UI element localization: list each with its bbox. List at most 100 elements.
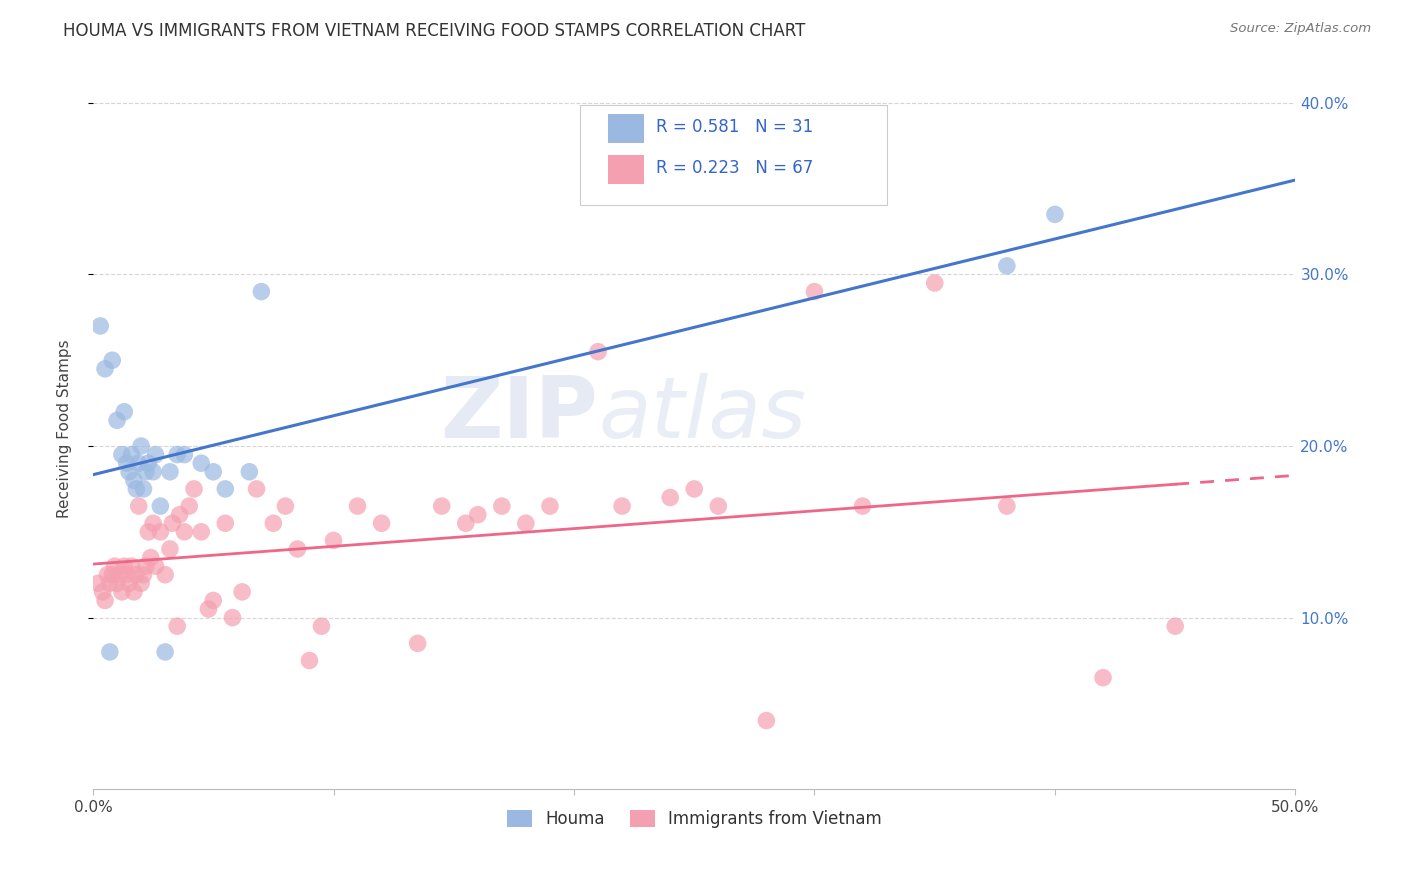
Point — [128, 456, 150, 470]
Point — [142, 465, 165, 479]
Point — [94, 593, 117, 607]
Point — [142, 516, 165, 531]
Point — [707, 499, 730, 513]
Point — [197, 602, 219, 616]
Point — [87, 576, 110, 591]
Point — [121, 448, 143, 462]
FancyBboxPatch shape — [607, 155, 644, 184]
Point — [101, 353, 124, 368]
Point — [851, 499, 873, 513]
Point — [122, 474, 145, 488]
Point — [129, 439, 152, 453]
Point — [250, 285, 273, 299]
Text: atlas: atlas — [598, 373, 806, 456]
Text: ZIP: ZIP — [440, 373, 598, 456]
Point — [112, 405, 135, 419]
Point — [214, 516, 236, 531]
Point — [91, 585, 114, 599]
Point — [430, 499, 453, 513]
Point — [159, 541, 181, 556]
Point — [112, 559, 135, 574]
Point — [454, 516, 477, 531]
Point — [515, 516, 537, 531]
Point — [159, 465, 181, 479]
Point — [202, 465, 225, 479]
FancyBboxPatch shape — [581, 104, 887, 205]
Point — [262, 516, 284, 531]
Point — [98, 576, 121, 591]
Point — [145, 559, 167, 574]
Y-axis label: Receiving Food Stamps: Receiving Food Stamps — [58, 340, 72, 518]
Point — [153, 567, 176, 582]
Point — [467, 508, 489, 522]
Point — [149, 499, 172, 513]
Point — [125, 482, 148, 496]
Point — [132, 482, 155, 496]
Point — [166, 619, 188, 633]
Point — [311, 619, 333, 633]
Legend: Houma, Immigrants from Vietnam: Houma, Immigrants from Vietnam — [501, 804, 889, 835]
Point — [683, 482, 706, 496]
Point — [287, 541, 309, 556]
Point — [94, 361, 117, 376]
Point — [104, 559, 127, 574]
Point — [610, 499, 633, 513]
Point — [169, 508, 191, 522]
Point — [89, 318, 111, 333]
Point — [105, 413, 128, 427]
Point — [118, 576, 141, 591]
Text: R = 0.223   N = 67: R = 0.223 N = 67 — [655, 159, 813, 177]
Point — [214, 482, 236, 496]
Point — [1164, 619, 1187, 633]
Point — [121, 559, 143, 574]
Text: Source: ZipAtlas.com: Source: ZipAtlas.com — [1230, 22, 1371, 36]
Point — [162, 516, 184, 531]
Point — [190, 456, 212, 470]
Point — [1043, 207, 1066, 221]
Point — [322, 533, 344, 548]
Point — [659, 491, 682, 505]
Text: R = 0.581   N = 31: R = 0.581 N = 31 — [655, 118, 813, 136]
Point — [221, 610, 243, 624]
Point — [98, 645, 121, 659]
Point — [179, 499, 201, 513]
Point — [115, 567, 138, 582]
Point — [274, 499, 297, 513]
Text: HOUMA VS IMMIGRANTS FROM VIETNAM RECEIVING FOOD STAMPS CORRELATION CHART: HOUMA VS IMMIGRANTS FROM VIETNAM RECEIVI… — [63, 22, 806, 40]
Point — [122, 585, 145, 599]
FancyBboxPatch shape — [607, 114, 644, 143]
Point — [245, 482, 267, 496]
Point — [135, 465, 157, 479]
Point — [115, 456, 138, 470]
Point — [105, 576, 128, 591]
Point — [145, 448, 167, 462]
Point — [96, 567, 118, 582]
Point — [238, 465, 260, 479]
Point — [153, 645, 176, 659]
Point — [190, 524, 212, 539]
Point — [128, 499, 150, 513]
Point — [231, 585, 253, 599]
Point — [803, 285, 825, 299]
Point — [108, 567, 131, 582]
Point — [136, 456, 159, 470]
Point — [491, 499, 513, 513]
Point — [129, 576, 152, 591]
Point — [202, 593, 225, 607]
Point — [139, 550, 162, 565]
Point — [538, 499, 561, 513]
Point — [111, 585, 134, 599]
Point — [166, 448, 188, 462]
Point — [924, 276, 946, 290]
Point — [136, 524, 159, 539]
Point — [346, 499, 368, 513]
Point — [111, 448, 134, 462]
Point — [118, 465, 141, 479]
Point — [1092, 671, 1115, 685]
Point — [298, 653, 321, 667]
Point — [586, 344, 609, 359]
Point — [173, 524, 195, 539]
Point — [101, 567, 124, 582]
Point — [370, 516, 392, 531]
Point — [995, 499, 1018, 513]
